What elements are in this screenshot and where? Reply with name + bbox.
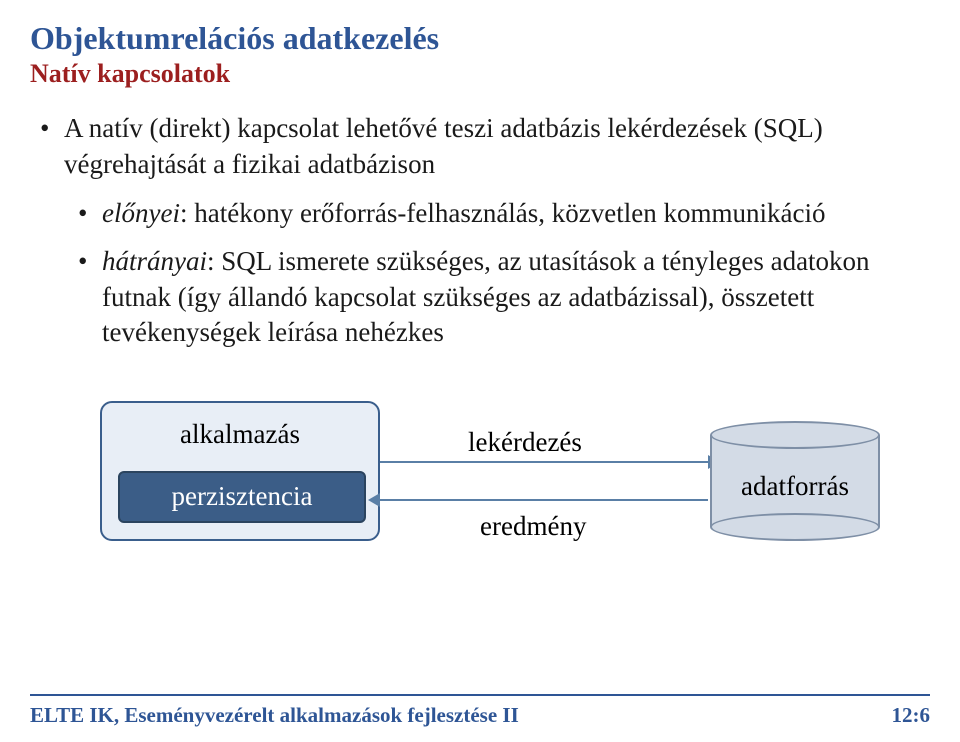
- bullet-level2-advantages: előnyei: hatékony erőforrás-felhasználás…: [30, 196, 930, 232]
- cylinder-bottom: [710, 513, 880, 541]
- arrow-query: [380, 461, 708, 463]
- footer-left: ELTE IK, Eseményvezérelt alkalmazások fe…: [30, 703, 519, 728]
- slide: Objektumrelációs adatkezelés Natív kapcs…: [0, 0, 960, 742]
- slide-subtitle: Natív kapcsolatok: [30, 59, 930, 89]
- database-label: adatforrás: [710, 469, 880, 505]
- architecture-diagram: alkalmazás perzisztencia lekérdezés ered…: [40, 381, 900, 581]
- advantages-label: előnyei: [102, 198, 180, 228]
- drawbacks-label: hátrányai: [102, 246, 207, 276]
- footer-divider: [30, 694, 930, 696]
- arrow-result-label: eredmény: [480, 509, 586, 545]
- persistence-box: perzisztencia: [118, 471, 366, 523]
- slide-title: Objektumrelációs adatkezelés: [30, 20, 930, 57]
- application-label: alkalmazás: [102, 417, 378, 453]
- persistence-label: perzisztencia: [172, 479, 313, 515]
- drawbacks-text: : SQL ismerete szükséges, az utasítások …: [102, 246, 870, 347]
- bullet-level2-drawbacks: hátrányai: SQL ismerete szükséges, az ut…: [30, 244, 930, 351]
- database-cylinder-icon: adatforrás: [710, 421, 880, 541]
- advantages-text: : hatékony erőforrás-felhasználás, közve…: [180, 198, 826, 228]
- cylinder-top: [710, 421, 880, 449]
- bullet-level1: A natív (direkt) kapcsolat lehetővé tesz…: [30, 111, 930, 182]
- footer-page-number: 12:6: [892, 703, 931, 728]
- bullet-text: A natív (direkt) kapcsolat lehetővé tesz…: [64, 113, 823, 179]
- arrow-result-head-icon: [368, 493, 380, 507]
- arrow-result: [380, 499, 708, 501]
- content-area: A natív (direkt) kapcsolat lehetővé tesz…: [30, 111, 930, 581]
- arrow-query-label: lekérdezés: [468, 425, 582, 461]
- application-box: alkalmazás perzisztencia: [100, 401, 380, 541]
